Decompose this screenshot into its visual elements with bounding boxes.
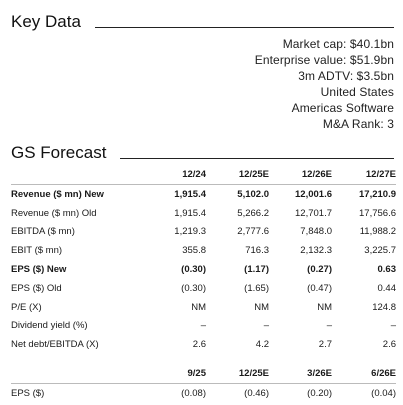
row-value: 2,132.3 [300, 245, 332, 257]
forecast-row: Revenue ($ mn) New 1,915.4 5,102.0 12,001.6… [11, 185, 396, 204]
key-data-sector: Americas Software [291, 101, 394, 115]
row-value: 2.6 [192, 339, 206, 351]
annual-header-cell: 12/27E [365, 169, 396, 180]
forecast-row: EPS ($) New (0.30) (1.17) (0.27) 0.63 [11, 260, 396, 279]
forecast-row: Dividend yield (%) – – – – [11, 317, 396, 336]
row-value: 3,225.7 [364, 245, 396, 257]
row-label: EBIT ($ mn) [11, 245, 63, 257]
quarterly-header-cell: 9/25 [187, 368, 207, 380]
row-value: NM [254, 301, 269, 313]
row-value: – [263, 320, 269, 332]
annual-header-cell: 12/26E [301, 169, 332, 180]
row-value: – [326, 320, 332, 332]
row-value: (0.27) [307, 264, 332, 276]
row-value: (0.30) [181, 282, 206, 294]
row-value: 12,001.6 [295, 188, 332, 200]
row-value: (0.47) [307, 282, 332, 294]
forecast-row: P/E (X) NM NM NM 124.8 [11, 298, 396, 317]
quarterly-header-cell: 6/26E [371, 368, 396, 380]
row-label: Net debt/EBITDA (X) [11, 339, 99, 351]
row-value: 5,102.0 [237, 188, 269, 200]
row-value: (0.30) [181, 264, 206, 276]
forecast-row: Net debt/EBITDA (X) 2.6 4.2 2.7 2.6 [11, 335, 396, 354]
annual-header-cell: 12/24 [182, 169, 206, 180]
forecast-row: EBIT ($ mn) 355.8 716.3 2,132.3 3,225.7 [11, 241, 396, 260]
row-label: EBITDA ($ mn) [11, 226, 75, 238]
row-value: 355.8 [182, 245, 206, 257]
forecast-table: 12/24 12/25E 12/26E 12/27E Revenue ($ mn… [11, 165, 396, 403]
key-data-country: United States [320, 85, 394, 99]
quarterly-forecast-body: 9/25 12/25E 3/26E 6/26E EPS ($) (0.08) (0.… [11, 364, 396, 403]
key-data-enterprise-value: Enterprise value: $51.9bn [254, 53, 394, 67]
row-value: 1,915.4 [174, 207, 206, 219]
annual-header-cell: 12/25E [238, 169, 269, 180]
row-value: 12,701.7 [295, 207, 332, 219]
forecast-row: EPS ($) Old (0.30) (1.65) (0.47) 0.44 [11, 279, 396, 298]
forecast-header: GS Forecast [11, 143, 394, 163]
annual-header-row: 12/24 12/25E 12/26E 12/27E [11, 165, 396, 185]
key-data-ma-rank: M&A Rank: 3 [322, 117, 394, 131]
row-value: 4.2 [255, 339, 269, 351]
key-data-header: Key Data [11, 12, 394, 32]
row-label: Revenue ($ mn) New [11, 188, 104, 200]
row-value: 2.7 [318, 339, 332, 351]
row-value: 2,777.6 [237, 226, 269, 238]
row-value: 0.44 [377, 282, 397, 294]
row-value: (0.08) [181, 388, 206, 400]
key-data-adtv: 3m ADTV: $3.5bn [298, 69, 394, 83]
row-label: EPS ($) [11, 388, 45, 400]
row-label: Revenue ($ mn) Old [11, 207, 97, 219]
spacer-body [11, 354, 396, 364]
row-value: NM [191, 301, 206, 313]
row-value: 17,210.9 [359, 188, 396, 200]
row-value: 1,915.4 [174, 188, 206, 200]
row-value: 124.8 [372, 301, 396, 313]
row-value: 0.63 [377, 264, 397, 276]
row-value: – [390, 320, 396, 332]
row-value: (0.04) [371, 388, 396, 400]
forecast-row: EPS ($) (0.08) (0.46) (0.20) (0.04) [11, 384, 396, 403]
row-value: – [200, 320, 206, 332]
row-value: 17,756.6 [359, 207, 396, 219]
row-value: 2.6 [382, 339, 396, 351]
quarterly-header-cell: 3/26E [307, 368, 332, 380]
key-data-title: Key Data [11, 12, 81, 31]
row-value: (0.46) [244, 388, 269, 400]
row-value: (1.17) [244, 264, 269, 276]
annual-forecast-body: 12/24 12/25E 12/26E 12/27E Revenue ($ mn… [11, 165, 396, 354]
quarterly-header-cell: 12/25E [238, 368, 269, 380]
row-label: EPS ($) Old [11, 282, 62, 294]
row-value: (1.65) [244, 282, 269, 294]
key-data-rule [94, 27, 394, 28]
row-value: 1,219.3 [174, 226, 206, 238]
row-label: P/E (X) [11, 301, 42, 313]
row-value: 716.3 [245, 245, 269, 257]
row-label: Dividend yield (%) [11, 320, 88, 332]
row-value: (0.20) [307, 388, 332, 400]
forecast-title: GS Forecast [11, 143, 107, 162]
row-value: 5,266.2 [237, 207, 269, 219]
row-value: NM [317, 301, 332, 313]
forecast-rule [120, 158, 394, 159]
quarterly-header-row: 9/25 12/25E 3/26E 6/26E [11, 364, 396, 384]
row-value: 11,988.2 [359, 226, 396, 238]
row-label: EPS ($) New [11, 264, 67, 276]
forecast-row: Revenue ($ mn) Old 1,915.4 5,266.2 12,701.7… [11, 204, 396, 223]
key-data-list: Market cap: $40.1bn Enterprise value: $5… [255, 36, 394, 132]
key-data-market-cap: Market cap: $40.1bn [282, 37, 394, 51]
forecast-row: EBITDA ($ mn) 1,219.3 2,777.6 7,848.0 11,988… [11, 223, 396, 242]
row-value: 7,848.0 [300, 226, 332, 238]
